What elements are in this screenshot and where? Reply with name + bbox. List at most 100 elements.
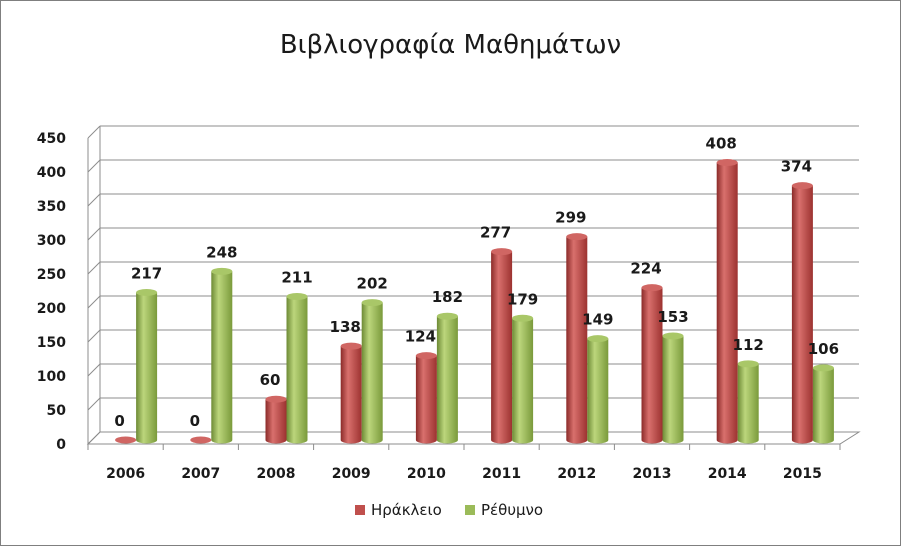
legend-swatch (355, 505, 365, 515)
bar-series2 (587, 335, 609, 444)
data-label: 0 (114, 412, 124, 430)
bar-series2 (436, 312, 458, 444)
bar-series2 (361, 299, 383, 444)
data-label: 106 (808, 340, 839, 358)
bar-top (211, 267, 233, 275)
legend-label: Ηράκλειο (371, 501, 442, 519)
gridline-depth (87, 227, 101, 241)
gridline-depth (87, 125, 101, 139)
y-tick-label: 50 (47, 403, 67, 419)
bar-top (340, 342, 362, 350)
y-tick-label: 100 (37, 369, 66, 385)
y-tick-label: 200 (37, 301, 66, 317)
data-label: 138 (330, 318, 361, 336)
bar-top (566, 233, 588, 241)
bar-top (115, 436, 137, 444)
data-label: 277 (480, 224, 511, 242)
bar-body (737, 363, 759, 444)
bar-series1 (791, 182, 813, 444)
bar-body (641, 287, 663, 444)
bar-series1 (265, 395, 287, 444)
gridline-depth (87, 159, 101, 173)
bar-body (361, 302, 383, 444)
bar-body (812, 367, 834, 444)
bar-top (491, 248, 513, 256)
bar-series2 (211, 267, 233, 444)
bar-series1 (190, 436, 212, 444)
gridline-depth (87, 363, 101, 377)
data-label: 0 (190, 412, 200, 430)
bar-top (286, 293, 308, 301)
bar-body (265, 399, 287, 444)
bar-body (791, 185, 813, 444)
bar-top (587, 335, 609, 343)
bar-top (436, 312, 458, 320)
data-label: 153 (657, 308, 688, 326)
bar-top (737, 360, 759, 368)
y-tick-label: 400 (37, 165, 66, 181)
y-tick-label: 350 (37, 199, 66, 215)
bar-body (566, 236, 588, 444)
x-tick-label: 2013 (633, 466, 672, 482)
bar-body (415, 355, 437, 444)
gridline-depth (87, 261, 101, 275)
data-label: 211 (281, 269, 312, 287)
bar-series2 (286, 293, 308, 444)
y-tick-label: 450 (37, 131, 66, 147)
bar-top (265, 395, 287, 403)
bar-series1 (641, 284, 663, 444)
data-label: 182 (432, 288, 463, 306)
gridline-depth (87, 295, 101, 309)
bar-body (716, 162, 738, 444)
legend: Ηράκλειο Ρέθυμνο (355, 501, 543, 519)
data-label: 112 (733, 336, 764, 354)
bar-body (587, 338, 609, 444)
x-tick-label: 2009 (332, 466, 371, 482)
bar-series2 (512, 314, 534, 444)
bar-top (512, 314, 534, 322)
x-tick-label: 2011 (482, 466, 521, 482)
bar-top (136, 288, 158, 296)
bar-series1 (716, 159, 738, 444)
y-tick-label: 150 (37, 335, 66, 351)
data-label: 217 (131, 264, 162, 282)
data-label: 124 (405, 328, 436, 346)
bar-body (491, 251, 513, 444)
bar-series1 (491, 248, 513, 444)
bar-series2 (662, 332, 684, 444)
bar-top (190, 436, 212, 444)
data-label: 374 (781, 158, 812, 176)
gridline-depth (87, 397, 101, 411)
bar-series2 (737, 360, 759, 444)
bar-top (662, 332, 684, 340)
legend-swatch (465, 505, 475, 515)
data-label: 179 (507, 290, 538, 308)
y-tick-label: 0 (56, 437, 66, 453)
data-label: 149 (582, 311, 613, 329)
y-tick-label: 300 (37, 233, 66, 249)
labels-layer: 0 0 60 138 124 277 299 224 408 374 217 248 211 202 182… (114, 135, 839, 430)
bar-body (662, 335, 684, 444)
x-tick-label: 2012 (557, 466, 596, 482)
x-tick-label: 2006 (106, 466, 145, 482)
gridline-depth (87, 329, 101, 343)
bar-body (136, 292, 158, 444)
bar-top (716, 159, 738, 167)
bar-series1 (115, 436, 137, 444)
bar-series1 (415, 352, 437, 444)
bar-top (641, 284, 663, 292)
bar-body (340, 346, 362, 444)
x-tick-label: 2008 (257, 466, 296, 482)
bar-series2 (812, 364, 834, 444)
bar-top (415, 352, 437, 360)
chart-title: Βιβλιογραφία Μαθημάτων (279, 30, 622, 60)
bar-top (812, 364, 834, 372)
gridline-depth (87, 193, 101, 207)
y-tick-label: 250 (37, 267, 66, 283)
x-tick-label: 2015 (783, 466, 822, 482)
data-label: 299 (555, 209, 586, 227)
bar-series1 (340, 342, 362, 444)
bar-body (512, 318, 534, 444)
